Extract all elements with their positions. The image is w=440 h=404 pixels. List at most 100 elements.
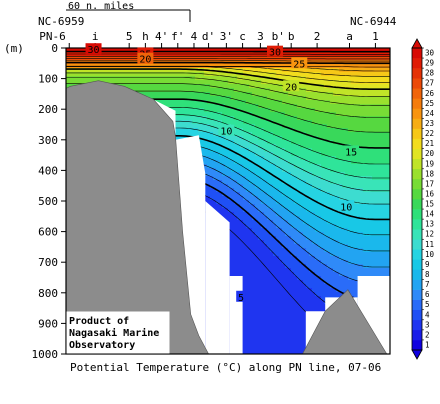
temperature-cell [123, 76, 127, 81]
temperature-cell [189, 68, 193, 73]
temperature-cell [168, 80, 172, 85]
temperature-cell [246, 228, 250, 233]
temperature-cell [156, 84, 160, 89]
temperature-cell [231, 116, 235, 121]
temperature-cell [222, 204, 226, 209]
temperature-cell [246, 324, 250, 329]
temperature-cell [75, 80, 79, 85]
temperature-cell [138, 72, 142, 77]
temperature-cell [216, 112, 220, 117]
temperature-cell [123, 68, 127, 73]
temperature-cell [234, 220, 238, 225]
temperature-cell [246, 248, 250, 253]
temperature-cell [138, 76, 142, 81]
temperature-cell [255, 96, 259, 101]
temperature-cell [255, 128, 259, 133]
temperature-cell [210, 88, 214, 93]
temperature-cell [147, 68, 151, 73]
temperature-cell [210, 192, 214, 197]
temperature-cell [234, 204, 238, 209]
temperature-cell [216, 168, 220, 173]
temperature-cell [234, 152, 238, 157]
temperature-cell [66, 48, 70, 53]
temperature-cell [252, 260, 256, 265]
temperature-cell [210, 144, 214, 149]
temperature-cell [138, 88, 142, 93]
temperature-cell [207, 84, 211, 89]
temperature-cell [249, 124, 253, 129]
temperature-cell [234, 260, 238, 265]
temperature-cell [198, 72, 202, 77]
temperature-cell [168, 92, 172, 97]
temperature-cell [237, 136, 241, 141]
temperature-cell [237, 156, 241, 161]
temperature-cell [192, 88, 196, 93]
temperature-cell [249, 100, 253, 105]
temperature-cell [168, 68, 172, 73]
temperature-cell [234, 208, 238, 213]
temperature-cell [228, 152, 232, 157]
temperature-cell [237, 164, 241, 169]
temperature-cell [126, 80, 130, 85]
temperature-cell [255, 328, 259, 333]
temperature-cell [75, 76, 79, 81]
temperature-cell [219, 200, 223, 205]
temperature-cell [204, 112, 208, 117]
temperature-cell [162, 84, 166, 89]
temperature-cell [234, 132, 238, 137]
temperature-cell [240, 92, 244, 97]
temperature-cell [243, 116, 247, 121]
temperature-cell [255, 320, 259, 325]
temperature-cell [201, 148, 205, 153]
temperature-cell [231, 160, 235, 165]
temperature-cell [249, 260, 253, 265]
temperature-cell [210, 188, 214, 193]
temperature-cell [141, 84, 145, 89]
temperature-cell [231, 68, 235, 73]
temperature-cell [216, 76, 220, 81]
temperature-cell [150, 92, 154, 97]
temperature-cell [207, 76, 211, 81]
temperature-cell [231, 256, 235, 261]
temperature-cell [195, 100, 199, 105]
temperature-cell [234, 216, 238, 221]
temperature-cell [258, 68, 262, 73]
temperature-cell [171, 96, 175, 101]
temperature-cell [246, 172, 250, 177]
temperature-cell [234, 248, 238, 253]
temperature-cell [186, 124, 190, 129]
temperature-cell [255, 304, 259, 309]
temperature-cell [147, 72, 151, 77]
temperature-cell [252, 84, 256, 89]
temperature-cell [246, 276, 250, 281]
temperature-cell [162, 88, 166, 93]
temperature-cell [225, 152, 229, 157]
temperature-cell [249, 324, 253, 329]
temperature-cell [126, 72, 130, 77]
temperature-cell [93, 68, 97, 73]
temperature-cell [246, 84, 250, 89]
temperature-cell [207, 192, 211, 197]
temperature-cell [219, 84, 223, 89]
temperature-cell [177, 132, 181, 137]
temperature-cell [234, 120, 238, 125]
temperature-cell [216, 132, 220, 137]
temperature-cell [249, 244, 253, 249]
temperature-cell [243, 304, 247, 309]
temperature-cell [105, 76, 109, 81]
temperature-cell [183, 128, 187, 133]
temperature-cell [249, 104, 253, 109]
temperature-cell [231, 144, 235, 149]
temperature-cell [210, 152, 214, 157]
temperature-cell [258, 320, 262, 325]
temperature-cell [84, 80, 88, 85]
temperature-cell [204, 132, 208, 137]
temperature-cell [207, 168, 211, 173]
temperature-cell [174, 96, 178, 101]
temperature-cell [246, 192, 250, 197]
temperature-cell [207, 80, 211, 85]
temperature-cell [237, 184, 241, 189]
temperature-cell [204, 184, 208, 189]
temperature-cell [186, 104, 190, 109]
temperature-cell [258, 272, 262, 277]
